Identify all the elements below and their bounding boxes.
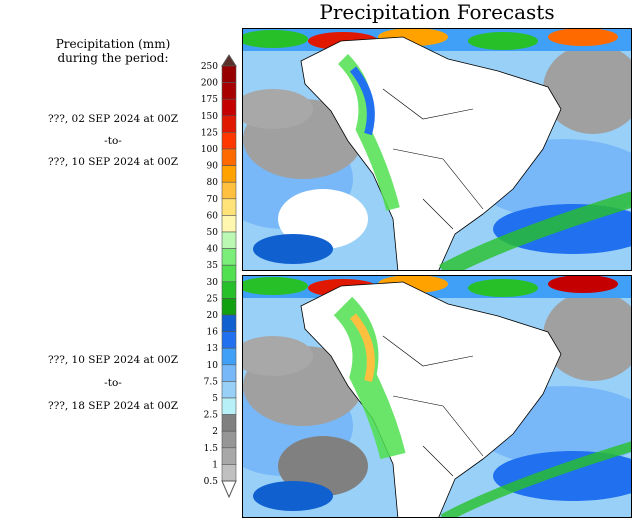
colorbar-tick-label: 60 <box>207 211 219 221</box>
colorbar-swatch <box>221 215 237 233</box>
colorbar-swatch <box>221 347 237 366</box>
colorbar-tick-label: 10 <box>207 361 219 371</box>
precip-region <box>349 313 375 383</box>
period2-end: ???, 18 SEP 2024 at 00Z <box>47 400 179 412</box>
legend-heading-line2: during the period: <box>57 51 169 65</box>
colorbar-swatch <box>221 231 237 249</box>
colorbar-tick-label: 2.5 <box>204 411 219 421</box>
precip-region <box>468 32 538 50</box>
colorbar-swatch <box>221 98 237 117</box>
colorbar-tick-label: 13 <box>207 344 219 354</box>
colorbar-swatch <box>221 464 237 482</box>
precip-region <box>543 44 631 134</box>
precip-region <box>548 276 618 293</box>
colorbar-swatch <box>221 65 237 83</box>
period2-start: ???, 10 SEP 2024 at 00Z <box>47 354 179 366</box>
colorbar-tick-label: 90 <box>207 162 219 172</box>
map-panel-period1 <box>242 28 632 271</box>
precip-region <box>243 277 308 295</box>
precip-region <box>278 436 368 496</box>
period1-end: ???, 10 SEP 2024 at 00Z <box>47 156 179 168</box>
map-panel-period2 <box>242 275 632 518</box>
colorbar-swatch <box>221 132 237 150</box>
period1-start: ???, 02 SEP 2024 at 00Z <box>47 113 179 125</box>
colorbar: 2502001751501251009080706050403530252016… <box>201 54 237 499</box>
colorbar-tick-label: 1.5 <box>204 444 219 454</box>
colorbar-tick-label: 70 <box>207 195 219 205</box>
precip-region <box>253 234 333 264</box>
colorbar-swatch <box>221 198 237 216</box>
colorbar-swatch <box>221 447 237 465</box>
colorbar-swatch <box>221 314 237 332</box>
colorbar-swatch <box>221 115 237 133</box>
colorbar-swatch <box>221 397 237 415</box>
colorbar-tick-label: 25 <box>207 294 219 304</box>
colorbar-tick-label: 50 <box>207 228 219 238</box>
colorbar-swatch <box>221 381 237 399</box>
colorbar-tick-label: 30 <box>207 278 219 288</box>
colorbar-tick-label: 0.5 <box>204 477 219 487</box>
precip-region <box>349 66 375 136</box>
colorbar-swatch <box>221 148 237 166</box>
chart-title: Precipitation Forecasts <box>319 0 555 24</box>
colorbar-swatch <box>221 82 237 100</box>
precip-region <box>243 89 313 129</box>
colorbar-tick-label: 40 <box>207 245 219 255</box>
colorbar-tick-label: 20 <box>207 311 219 321</box>
colorbar-tick-label: 7.5 <box>204 377 219 387</box>
colorbar-over-triangle <box>221 54 237 67</box>
precip-region <box>278 189 368 249</box>
colorbar-swatch <box>221 364 237 382</box>
precip-region <box>439 191 631 270</box>
precip-region <box>548 29 618 46</box>
colorbar-tick-label: 16 <box>207 328 219 338</box>
precip-region <box>468 279 538 297</box>
precip-region <box>543 291 631 381</box>
colorbar-tick-label: 35 <box>207 261 219 271</box>
precip-region <box>440 441 631 517</box>
country-borders <box>382 335 484 477</box>
colorbar-swatch <box>221 331 237 349</box>
colorbar-tick-label: 100 <box>201 145 218 155</box>
colorbar-tick-label: 250 <box>201 62 218 72</box>
precip-map-1 <box>243 29 631 270</box>
precip-region <box>243 336 313 376</box>
colorbar-tick-label: 2 <box>212 427 218 437</box>
colorbar-tick-label: 175 <box>201 95 218 105</box>
colorbar-tick-label: 80 <box>207 178 219 188</box>
colorbar-tick-label: 1 <box>212 460 218 470</box>
precip-map-2 <box>243 276 631 517</box>
colorbar-swatch <box>221 414 237 432</box>
colorbar-swatch <box>221 181 237 200</box>
country-borders <box>382 88 484 230</box>
colorbar-tick-label: 150 <box>201 112 218 122</box>
period2-separator: -to- <box>104 377 122 389</box>
legend-heading-line1: Precipitation (mm) <box>55 37 171 51</box>
period1-separator: -to- <box>104 135 122 147</box>
colorbar-swatch <box>221 281 237 299</box>
colorbar-swatch <box>221 165 237 183</box>
precip-region <box>243 30 308 48</box>
colorbar-swatch <box>221 264 237 283</box>
colorbar-tick-label: 200 <box>201 79 218 89</box>
colorbar-under-triangle <box>221 480 237 499</box>
colorbar-tick-label: 125 <box>201 128 218 138</box>
colorbar-tick-label: 5 <box>212 394 218 404</box>
colorbar-swatch <box>221 298 237 316</box>
colorbar-swatch <box>221 248 237 266</box>
precip-region <box>493 451 631 501</box>
colorbar-swatch <box>221 430 237 449</box>
precip-region <box>253 481 333 511</box>
